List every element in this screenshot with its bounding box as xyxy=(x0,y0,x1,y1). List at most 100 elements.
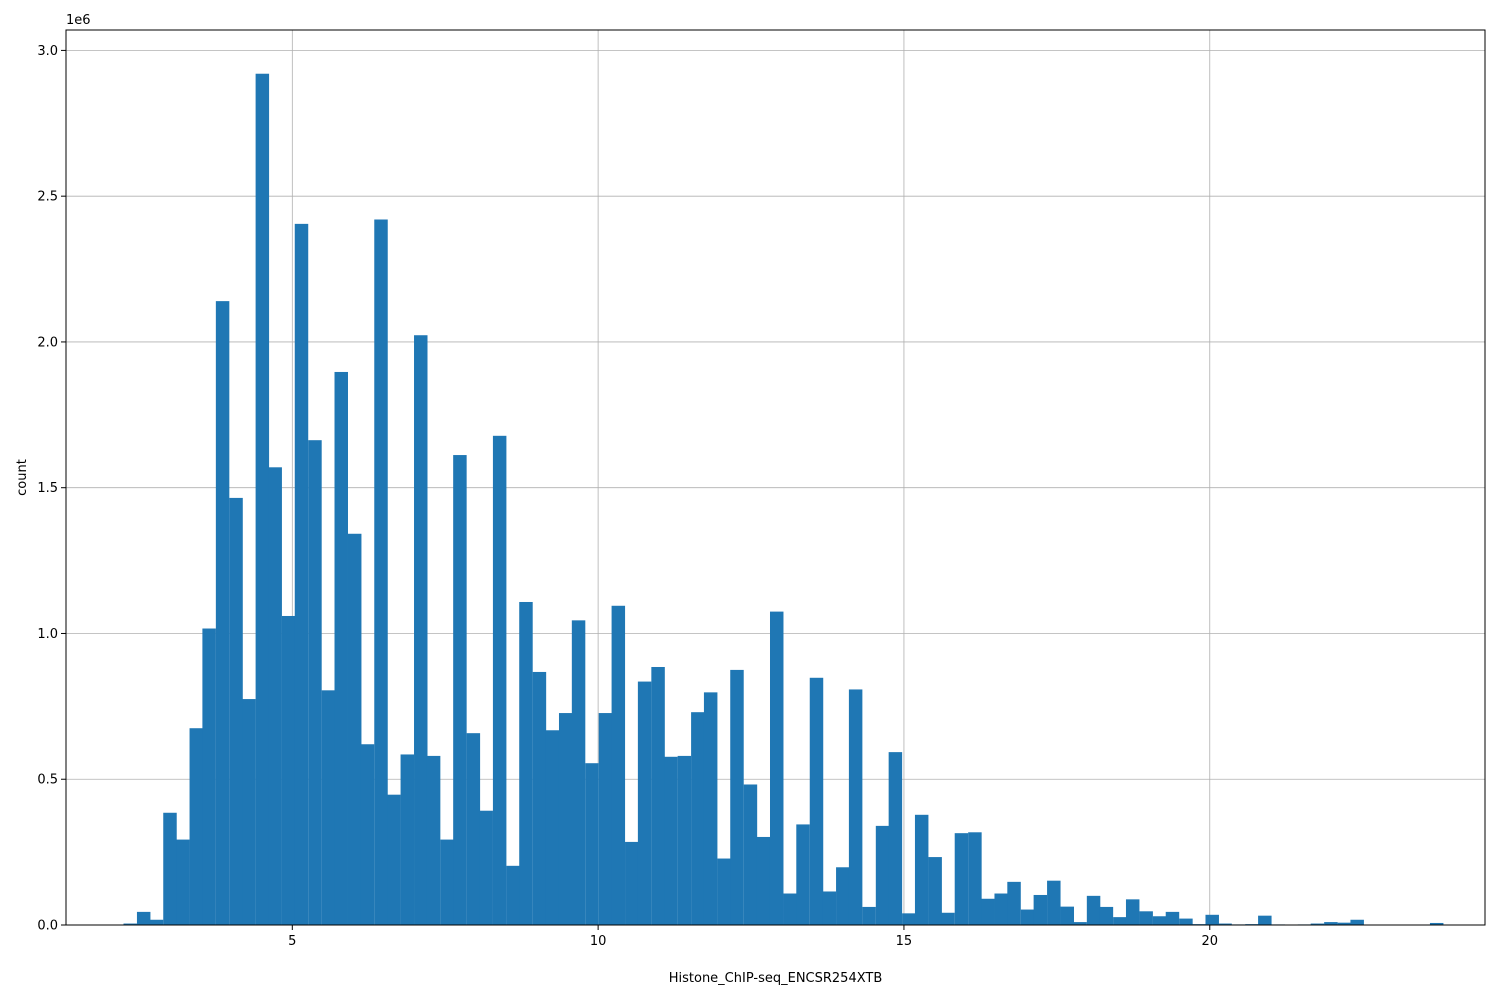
y-tick-label: 3.0 xyxy=(37,44,58,59)
histogram-bar xyxy=(1218,923,1232,925)
histogram-bar xyxy=(836,867,850,925)
histogram-bar xyxy=(321,690,336,925)
histogram-bar xyxy=(202,628,216,925)
x-axis-label: Histone_ChIP-seq_ENCSR254XTB xyxy=(669,971,883,986)
histogram-bar xyxy=(783,893,797,925)
histogram-bar xyxy=(1033,894,1048,925)
x-tick-label: 10 xyxy=(590,934,607,949)
histogram-bar xyxy=(308,440,322,925)
histogram-bar xyxy=(902,913,916,925)
x-tick-label: 20 xyxy=(1201,934,1218,949)
histogram-bar xyxy=(571,620,586,925)
histogram-bar xyxy=(611,605,626,925)
histogram-bar xyxy=(176,839,190,925)
histogram-bar xyxy=(1205,914,1219,925)
histogram-bar xyxy=(625,841,639,925)
histogram-bar xyxy=(598,713,613,925)
histogram-bar xyxy=(532,671,547,925)
histogram-bar xyxy=(743,784,758,925)
x-tick-label: 5 xyxy=(288,934,296,949)
histogram-bar xyxy=(1047,880,1061,925)
histogram-bar xyxy=(440,839,454,925)
histogram-bar xyxy=(1086,895,1101,925)
histogram-bar xyxy=(229,497,243,925)
histogram-bar xyxy=(651,666,665,925)
histogram-bar xyxy=(691,712,705,925)
histogram-bar xyxy=(1337,922,1352,925)
x-axis-ticks: 5 10 15 20 xyxy=(288,925,1218,949)
y-tick-label: 2.5 xyxy=(37,190,58,205)
histogram-bar xyxy=(769,611,784,925)
histogram-bar xyxy=(941,912,955,925)
histogram-bar xyxy=(506,865,520,925)
histogram-bar xyxy=(387,794,401,925)
histogram-bar xyxy=(1165,911,1180,925)
x-tick-label: 15 xyxy=(896,934,913,949)
histogram-bar xyxy=(1258,915,1272,925)
y-tick-label: 1.0 xyxy=(37,627,58,642)
histogram-bar xyxy=(981,898,995,925)
histogram-bar xyxy=(875,825,890,925)
histogram-bar xyxy=(1179,918,1193,925)
histogram-bar xyxy=(637,681,652,925)
histogram-bar xyxy=(519,601,533,925)
histogram-bar xyxy=(928,857,942,925)
histogram-bar xyxy=(334,371,348,925)
histogram-bar xyxy=(1073,922,1087,925)
histogram-bar xyxy=(1007,881,1021,925)
histogram-bar xyxy=(360,744,375,925)
histogram-bar xyxy=(822,891,837,925)
histogram-bar xyxy=(163,812,177,925)
histogram-bar xyxy=(1350,919,1364,925)
y-tick-label: 0.5 xyxy=(37,773,58,788)
histogram-bar xyxy=(1139,911,1153,925)
histogram-bar xyxy=(294,223,309,926)
y-tick-label: 0.0 xyxy=(37,919,58,934)
histogram-bar xyxy=(479,810,493,925)
histogram-bar xyxy=(809,677,824,925)
histogram-bar xyxy=(1020,909,1035,925)
histogram-bar xyxy=(400,754,415,925)
histogram-bar xyxy=(123,923,137,925)
y-axis-label: count xyxy=(15,459,30,496)
histogram-bar xyxy=(268,467,282,925)
histogram-bar xyxy=(453,455,467,925)
y-tick-label: 2.0 xyxy=(37,335,58,350)
histogram-bar xyxy=(1060,906,1075,925)
histogram-bar xyxy=(426,755,441,925)
histogram-bar xyxy=(492,435,507,925)
histogram-bar xyxy=(796,824,810,925)
histogram-bar xyxy=(374,219,388,925)
y-tick-label: 1.5 xyxy=(37,481,58,496)
histogram-bar xyxy=(1429,922,1444,925)
histogram-bar xyxy=(1099,906,1114,925)
histogram-bar xyxy=(848,689,863,925)
histogram-bar xyxy=(994,893,1008,925)
histogram-bars xyxy=(123,73,1444,926)
histogram-bar xyxy=(954,833,969,925)
histogram-bar xyxy=(215,301,230,925)
y-offset-label: 1e6 xyxy=(66,13,91,28)
histogram-bar xyxy=(347,533,362,925)
histogram-bar xyxy=(281,615,296,925)
histogram-bar xyxy=(862,906,876,925)
histogram-bar xyxy=(1125,899,1140,925)
histogram-bar xyxy=(189,728,204,925)
histogram-bar xyxy=(677,755,692,925)
histogram-bar xyxy=(756,836,771,925)
histogram-bar xyxy=(585,763,599,925)
histogram-bar xyxy=(703,692,718,925)
histogram-bar xyxy=(255,73,270,926)
histogram-bar xyxy=(1152,916,1167,925)
histogram-bar xyxy=(888,752,903,925)
histogram-bar xyxy=(1324,922,1338,925)
plot-frame xyxy=(65,29,1486,926)
histogram-bar xyxy=(545,730,560,925)
histogram-bar xyxy=(1310,923,1325,925)
histogram-bar xyxy=(558,713,573,925)
histogram-bar xyxy=(136,911,151,925)
histogram-bar xyxy=(730,669,744,925)
histogram-bar xyxy=(914,814,929,925)
histogram-bar xyxy=(717,858,731,925)
